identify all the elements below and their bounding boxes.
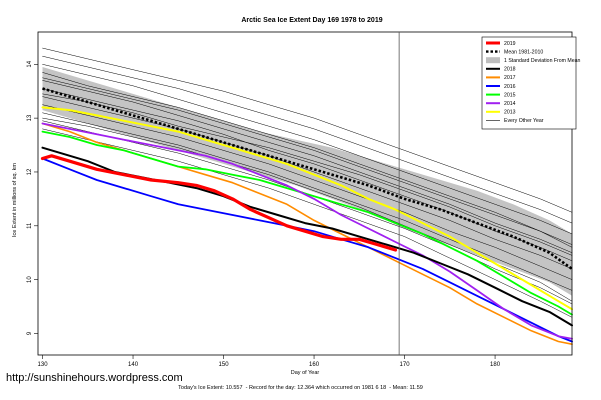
legend-label: Mean 1981-2010 [504, 49, 543, 55]
series-line-2013 [41, 106, 573, 311]
y-tick-label: 11 [27, 222, 33, 229]
mean-line [42, 87, 573, 270]
record-text: Record for the day: 12.364 which occurre… [248, 385, 387, 391]
x-tick-label: 140 [128, 362, 139, 368]
series-line-every-other-year [42, 77, 573, 248]
legend: 2019 Mean 1981-2010 1 Standard Deviation F… [481, 36, 581, 130]
y-tick-label: 9 [27, 331, 33, 335]
y-axis-label: Ice Extent in millions of sq. km [12, 163, 18, 237]
todays-extent: Today's Ice Extent: 10.557 [178, 385, 243, 391]
source-url[interactable]: http://sunshinehours.wordpress.com [6, 372, 183, 384]
legend-label: 2016 [504, 84, 516, 90]
legend-label: 2013 [504, 110, 516, 116]
y-tick-label: 13 [27, 114, 33, 121]
y-tick-label: 14 [27, 60, 33, 67]
legend-label: Every Other Year [504, 118, 544, 124]
series-line-every-other-year [42, 104, 573, 280]
legend-label: 2017 [504, 75, 516, 81]
series-line-2019 [40, 154, 398, 252]
y-tick-label: 10 [27, 276, 33, 283]
series-line-2015 [41, 130, 573, 316]
legend-swatch [486, 57, 500, 64]
x-tick-label: 170 [400, 362, 411, 368]
legend-label: 2014 [504, 101, 516, 107]
series-line-every-other-year [42, 128, 573, 318]
x-tick-label: 150 [219, 362, 230, 368]
legend-box [481, 36, 577, 130]
x-tick-label: 180 [490, 362, 501, 368]
legend-label: 2015 [504, 92, 516, 98]
plot-frame [37, 31, 573, 356]
footer-separator: - [387, 385, 393, 391]
x-tick-label: 160 [309, 362, 320, 368]
legend-label: 1 Standard Deviation From Mean [504, 58, 581, 64]
series-line-every-other-year [42, 55, 573, 224]
legend-label: 2018 [504, 67, 516, 73]
series-line-every-other-year [42, 93, 573, 256]
series-line-every-other-year [42, 47, 573, 213]
series-line-every-other-year [42, 112, 573, 291]
series-line-every-other-year [42, 80, 573, 253]
legend-label: 2019 [504, 41, 516, 47]
x-axis-label: Day of Year [291, 370, 320, 376]
series-line-every-other-year [42, 72, 573, 245]
series-line-every-other-year [42, 96, 573, 270]
series-line-2016 [41, 157, 573, 343]
chart-title: Arctic Sea Ice Extent Day 169 1978 to 20… [241, 17, 382, 24]
mean-text: Mean: 11.59 [392, 385, 423, 391]
footer-separator: - [244, 385, 249, 391]
y-tick-label: 12 [27, 168, 33, 175]
series-line-every-other-year [42, 64, 573, 235]
x-tick-label: 130 [38, 362, 49, 368]
std-deviation-band [42, 67, 572, 296]
series-line-2014 [41, 122, 573, 340]
footer-stats: Today's Ice Extent: 10.557 - Record for … [0, 385, 601, 391]
